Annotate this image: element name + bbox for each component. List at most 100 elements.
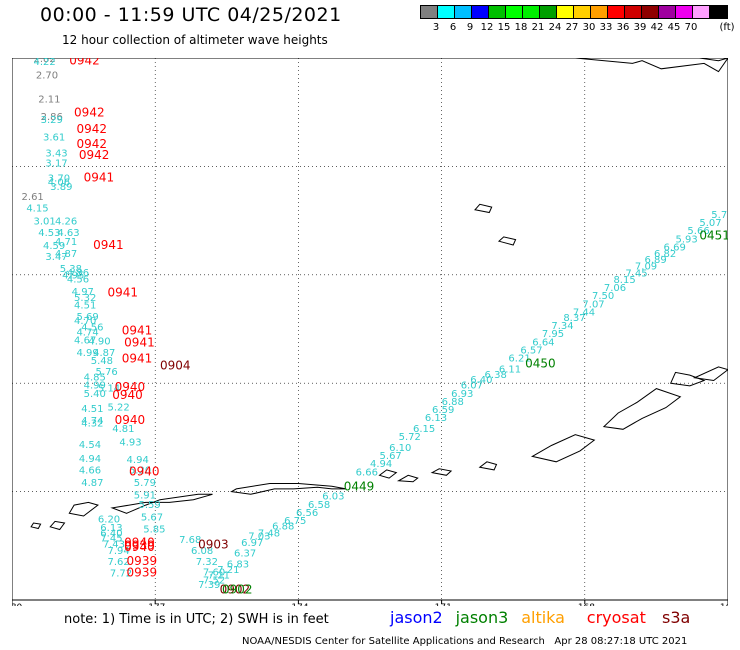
pass-time-label: 0941: [122, 323, 153, 337]
wave-height-label: 5.48: [91, 356, 113, 367]
scale-tick-label: 42: [650, 22, 664, 33]
wave-height-label: 5.67: [141, 512, 163, 523]
wave-height-label: 6.37: [234, 549, 256, 560]
wave-height-label: 6.38: [485, 370, 507, 381]
wave-height-label: 5.91: [134, 491, 156, 502]
wave-height-label: 7.21: [208, 570, 230, 581]
wave-height-label: 5.20: [129, 466, 151, 477]
wave-height-label: 6.21: [508, 354, 530, 365]
wave-height-label: 5.22: [107, 402, 129, 413]
wave-height-label: 7.52: [203, 576, 225, 587]
scale-tick-label: 3: [432, 22, 440, 33]
wave-height-label: 5.07: [699, 218, 721, 229]
island-coastline: [396, 474, 419, 483]
pass-time-label: 0939: [124, 539, 155, 553]
pass-time-label: 0940: [124, 535, 155, 549]
altimeter-labels: 2.824.22 2.70 2.11 2.863.29 3.61 3.433.17 3.70…: [22, 58, 728, 596]
pass-time-label: 0942: [76, 137, 107, 151]
scale-tick-label: 70: [684, 22, 698, 33]
map-subtitle: 12 hour collection of altimeter wave hei…: [62, 33, 328, 47]
wave-height-label: 7.21: [217, 565, 239, 576]
wave-height-label: 6.20: [98, 514, 120, 525]
pass-time-label: 0941: [107, 285, 138, 299]
wave-height-label: 4.51: [81, 404, 103, 415]
legend-note: note: 1) Time is in UTC; 2) SWH is in fe…: [64, 612, 329, 627]
scale-tick-label: 9: [466, 22, 474, 33]
satellite-jason3: jason3: [455, 608, 509, 627]
pass-time-label: 0939: [127, 566, 158, 580]
wave-height-label: 7.32: [196, 557, 218, 568]
wave-height-label: 7.34: [551, 321, 573, 332]
map-border: [12, 58, 728, 601]
wave-height-label: 4.85: [84, 372, 106, 383]
wave-height-label: 7.03: [248, 531, 270, 542]
wave-height-label: 3.29: [41, 115, 63, 126]
island-coastline: [497, 236, 517, 246]
island-coastline: [378, 469, 398, 479]
wave-height-label: 4.59: [43, 241, 65, 252]
wave-height-label: 4.70: [74, 316, 96, 327]
island-coastline: [30, 522, 42, 530]
wave-height-label: 2.86: [41, 112, 63, 123]
pass-time-label: 0450: [525, 356, 556, 370]
pass-time-label: 0940: [115, 380, 146, 394]
scale-tick-label: 12: [480, 22, 494, 33]
island-coastline: [699, 58, 728, 62]
wave-height-label: 6.40: [470, 375, 492, 386]
wave-height-label: 7.43: [103, 539, 125, 550]
wave-height-label: 7.48: [258, 529, 280, 540]
pass-time-label: 0902: [222, 582, 253, 596]
wave-height-label: 5.7: [711, 210, 727, 221]
scale-tick-label: 6: [449, 22, 457, 33]
wave-height-label: 7.50: [592, 291, 614, 302]
wave-height-label: 5.67: [380, 451, 402, 462]
wave-height-label: 4.90: [88, 337, 110, 348]
wave-height-label: 4.74: [76, 328, 98, 339]
wave-height-label: 5.59: [138, 500, 160, 511]
scale-tick-label: 15: [497, 22, 511, 33]
pass-time-label: 0941: [122, 352, 153, 366]
wave-height-label: 6.82: [654, 249, 676, 260]
pass-time-label: 0941: [93, 238, 124, 252]
wave-height-label: 4.63: [57, 228, 79, 239]
footer-credit: NOAA/NESDIS Center for Satellite Applica…: [242, 636, 687, 647]
scale-tick-label: 36: [616, 22, 630, 33]
wave-height-label: 4.71: [55, 237, 77, 248]
coastline-land: [30, 58, 728, 531]
wave-height-label: 5.93: [675, 234, 697, 245]
lon-tick-label: -177: [145, 603, 165, 606]
wave-height-label: 4.32: [81, 419, 103, 430]
scale-unit: (ft): [719, 22, 735, 33]
wave-height-label: 6.88: [272, 522, 294, 533]
island-coastline: [575, 58, 728, 73]
wave-height-label: 6.88: [442, 397, 464, 408]
wave-height-label: 4.86: [67, 268, 89, 279]
credit-text: NOAA/NESDIS Center for Satellite Applica…: [242, 636, 545, 647]
wave-height-label: 2.70: [36, 71, 58, 82]
pass-time-label: 0940: [124, 540, 155, 554]
pass-time-label: 0940: [129, 464, 160, 478]
wave-height-label: 6.56: [296, 508, 318, 519]
wave-height-label: 7.60: [203, 568, 225, 579]
wave-height-label: 6.40: [100, 529, 122, 540]
wave-height-label: 3.70: [48, 174, 70, 185]
wave-height-label: 6.58: [308, 500, 330, 511]
wave-height-label: 6.89: [644, 255, 666, 266]
wave-height-label: 7.45: [100, 533, 122, 544]
map-frame: -180-177-174-171-168-16605856545250: [12, 58, 728, 606]
scale-tick-label: 39: [633, 22, 647, 33]
pass-time-label: 0941: [84, 171, 115, 185]
island-coastline: [530, 434, 596, 463]
wave-height-label: 4.74: [81, 416, 103, 427]
lon-tick-label: -168: [575, 603, 596, 606]
wave-height-label: 6.15: [413, 424, 435, 435]
wave-height-label: 4.53: [38, 228, 60, 239]
pass-time-label: 0940: [112, 388, 143, 402]
wave-height-label: 3.61: [43, 132, 65, 143]
wave-height-map: -180-177-174-171-168-16605856545250 2.82…: [12, 58, 728, 606]
satellite-altika: altika: [521, 608, 565, 627]
scale-tick-label: 33: [599, 22, 613, 33]
wave-height-label: 7.95: [542, 329, 564, 340]
wave-height-label: 3.01: [33, 216, 55, 227]
scale-tick-label: 24: [548, 22, 562, 33]
